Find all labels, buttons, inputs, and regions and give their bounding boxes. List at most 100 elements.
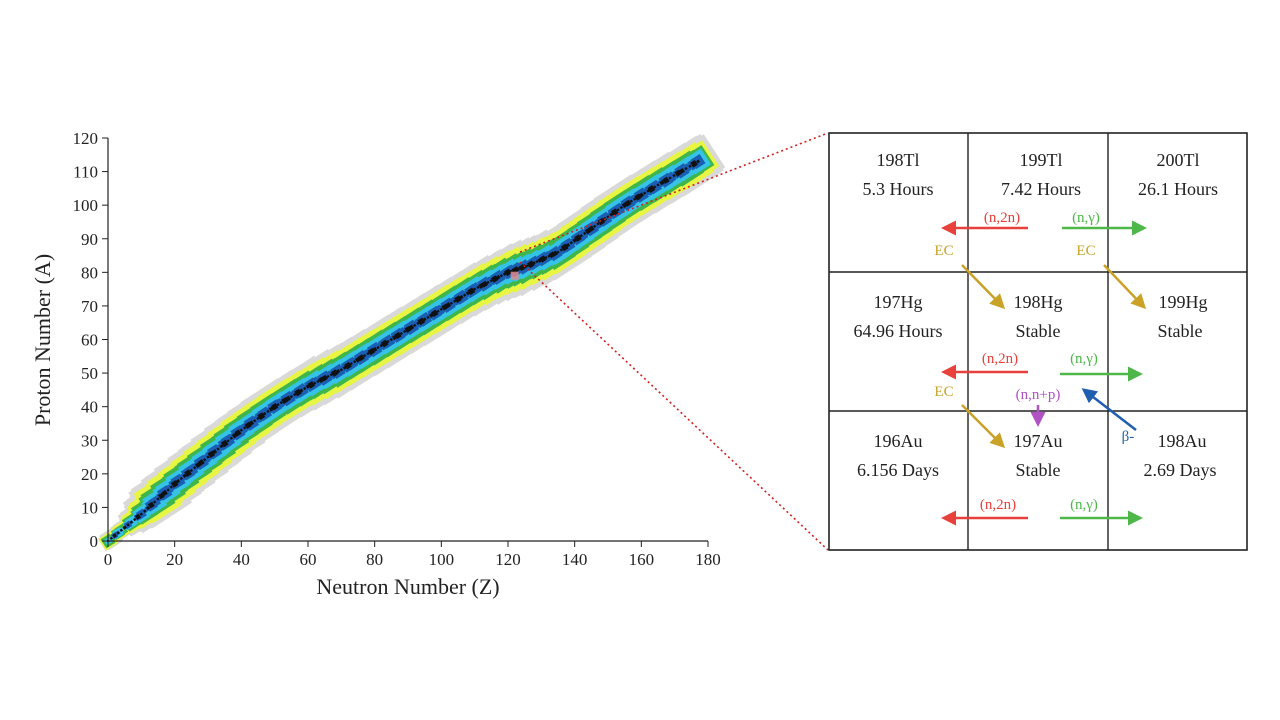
band-cell <box>313 381 317 385</box>
band-cell <box>473 287 477 291</box>
band-cell <box>403 329 407 334</box>
band-cell <box>119 528 123 532</box>
cell-198hg-halflife: Stable <box>1016 321 1061 341</box>
band-cell <box>463 293 467 297</box>
y-tick-label: 10 <box>81 498 98 517</box>
band-cell <box>499 274 503 278</box>
band-cell <box>219 444 224 449</box>
band-cell <box>116 531 120 535</box>
y-tick-label: 70 <box>81 297 98 316</box>
cell-198au-name: 198Au <box>1158 431 1207 451</box>
band-cell <box>565 243 571 248</box>
cell-200tl-halflife: 26.1 Hours <box>1138 179 1218 199</box>
y-tick-label: 60 <box>81 331 98 350</box>
band-cell <box>134 513 142 520</box>
band-cell <box>690 160 698 168</box>
band-cell <box>624 199 632 207</box>
band-cell <box>293 392 297 397</box>
y-tick-label: 50 <box>81 364 98 383</box>
cell-196au-name: 196Au <box>874 431 923 451</box>
band-cell <box>169 485 173 489</box>
band-cell <box>408 324 415 331</box>
band-cell <box>122 525 127 530</box>
band-cell <box>633 197 637 201</box>
band-cell <box>422 317 427 322</box>
band-cell <box>112 533 117 538</box>
band-cell <box>139 512 143 516</box>
x-tick-label: 140 <box>562 550 588 569</box>
cell-200tl-name: 200Tl <box>1157 150 1200 170</box>
band-cell <box>569 241 573 245</box>
band-cell <box>386 339 390 344</box>
band-cell <box>363 354 367 358</box>
band-cell <box>436 309 440 313</box>
band-cell <box>544 255 548 260</box>
band-cell <box>426 315 430 319</box>
band-cell <box>276 403 280 407</box>
y-axis-ticks: 0 10 20 30 40 50 60 70 80 90 100 110 120 <box>73 129 108 551</box>
band-cell <box>588 225 595 232</box>
x-tick-label: 40 <box>233 550 250 569</box>
cell-199tl-name: 199Tl <box>1020 150 1063 170</box>
cell-198hg-name: 198Hg <box>1014 292 1063 312</box>
n2n-label: (n,2n) <box>982 351 1018 367</box>
nuclide-bands <box>97 133 726 552</box>
band-cell <box>672 173 676 178</box>
cell-196au-halflife: 6.156 Days <box>857 460 939 480</box>
band-cell <box>619 205 623 210</box>
band-cell <box>143 509 147 513</box>
y-axis-title: Proton Number (A) <box>30 254 55 426</box>
beta-label: β- <box>1122 429 1135 445</box>
band-cell <box>574 234 582 242</box>
ec-label: EC <box>934 384 953 400</box>
y-tick-label: 20 <box>81 465 98 484</box>
band-cell <box>335 369 341 374</box>
ec-label: EC <box>1076 243 1095 259</box>
cell-197au-halflife: Stable <box>1016 460 1061 480</box>
x-axis-ticks: 0 20 40 60 80 100 120 140 160 180 <box>104 541 721 569</box>
band-cell <box>339 368 343 372</box>
band-cell <box>394 331 402 340</box>
band-cell <box>535 259 539 264</box>
band-cell <box>316 379 320 384</box>
band-cell <box>184 469 192 477</box>
band-cell <box>659 179 665 186</box>
band-cell <box>253 419 257 423</box>
band-cell <box>344 361 352 370</box>
band-cell <box>349 362 353 366</box>
band-cell <box>126 523 130 527</box>
band-cell <box>380 339 389 348</box>
band-cell <box>289 394 293 399</box>
band-cell <box>688 164 692 168</box>
band-cell <box>212 449 218 455</box>
n2n-label: (n,2n) <box>980 497 1016 513</box>
x-tick-label: 80 <box>366 550 383 569</box>
zoom-line-bottom <box>519 261 829 551</box>
cell-198tl-halflife: 5.3 Hours <box>863 179 934 199</box>
band-cell <box>459 294 464 300</box>
band-cell <box>579 234 583 238</box>
band-cell <box>220 439 229 448</box>
ec-arrow <box>1103 264 1147 310</box>
cell-199tl-halflife: 7.42 Hours <box>1001 179 1081 199</box>
band-cell <box>262 411 267 416</box>
band-cell <box>389 337 393 342</box>
cell-199hg-halflife: Stable <box>1158 321 1203 341</box>
band-cell <box>243 426 247 430</box>
band-cell <box>430 309 439 318</box>
x-tick-label: 120 <box>495 550 521 569</box>
y-tick-label: 40 <box>81 398 98 417</box>
band-cell <box>161 489 168 497</box>
ng-label: (n,γ) <box>1070 351 1098 367</box>
zoom-region-marker <box>510 271 519 280</box>
y-tick-label: 80 <box>81 263 98 282</box>
band-cell <box>166 488 170 492</box>
cell-198tl-name: 198Tl <box>877 150 920 170</box>
band-cell <box>321 374 328 382</box>
band-cell <box>182 473 187 479</box>
band-cell <box>399 331 403 336</box>
band-cell <box>229 436 233 440</box>
band-cell <box>583 231 587 235</box>
band-cell <box>203 458 207 462</box>
x-axis-title: Neutron Number (Z) <box>316 574 499 599</box>
